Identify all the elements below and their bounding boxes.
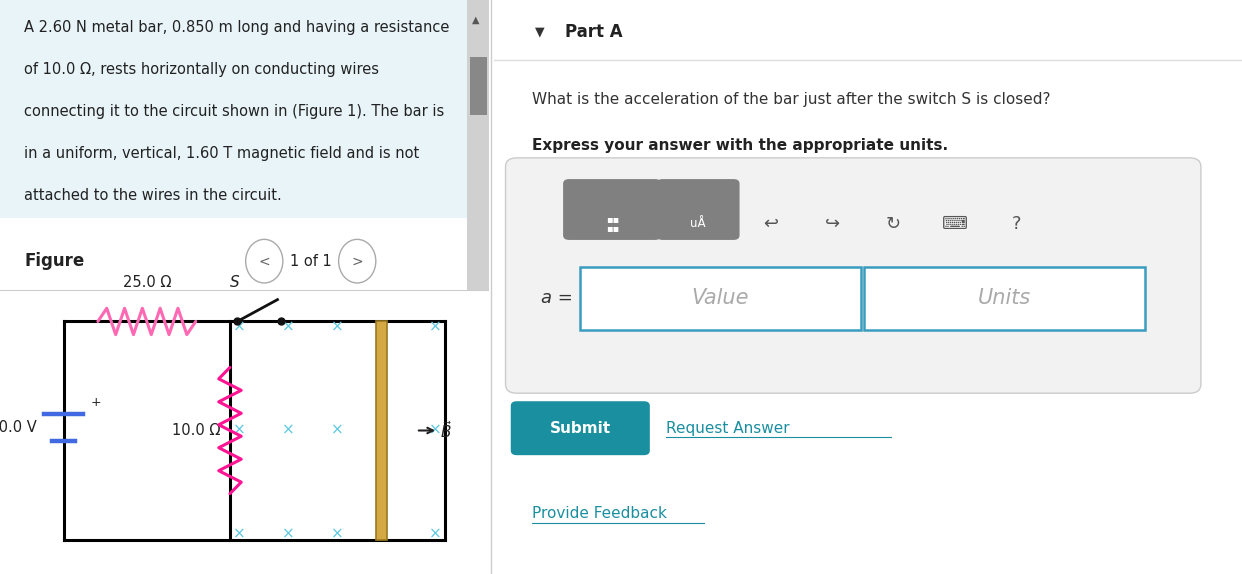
Text: <: < xyxy=(258,254,270,268)
Text: 10.0 Ω: 10.0 Ω xyxy=(171,423,220,438)
Text: Provide Feedback: Provide Feedback xyxy=(532,506,667,521)
Text: ×: × xyxy=(430,526,442,541)
Text: Part A: Part A xyxy=(565,22,623,41)
Circle shape xyxy=(339,239,376,283)
Bar xyxy=(467,0,489,290)
Text: attached to the wires in the circuit.: attached to the wires in the circuit. xyxy=(25,188,282,203)
Text: ↻: ↻ xyxy=(886,215,902,233)
Text: ↪: ↪ xyxy=(825,215,840,233)
FancyBboxPatch shape xyxy=(563,179,661,240)
Text: ▪▪
▪▪: ▪▪ ▪▪ xyxy=(606,214,619,234)
Text: ×: × xyxy=(233,320,246,335)
Text: Units: Units xyxy=(977,289,1031,308)
Text: ×: × xyxy=(332,423,344,438)
Bar xyxy=(469,57,487,115)
Text: ×: × xyxy=(282,320,296,335)
Text: ⌨: ⌨ xyxy=(941,215,968,233)
Text: in a uniform, vertical, 1.60 T magnetic field and is not: in a uniform, vertical, 1.60 T magnetic … xyxy=(25,146,420,161)
Bar xyxy=(376,321,388,540)
Text: ×: × xyxy=(282,423,296,438)
FancyBboxPatch shape xyxy=(510,401,650,455)
Text: Figure: Figure xyxy=(25,252,84,270)
Text: ×: × xyxy=(282,526,296,541)
Text: ▲: ▲ xyxy=(472,14,479,25)
Text: a =: a = xyxy=(540,289,573,308)
Text: Request Answer: Request Answer xyxy=(666,421,790,436)
FancyBboxPatch shape xyxy=(580,267,861,330)
Text: connecting it to the circuit shown in (Figure 1). The bar is: connecting it to the circuit shown in (F… xyxy=(25,104,445,119)
Text: 1 of 1: 1 of 1 xyxy=(289,254,332,269)
Text: ×: × xyxy=(430,423,442,438)
Text: of 10.0 Ω, rests horizontally on conducting wires: of 10.0 Ω, rests horizontally on conduct… xyxy=(25,62,380,77)
Text: ▼: ▼ xyxy=(535,25,545,38)
Text: Value: Value xyxy=(692,289,749,308)
Text: +: + xyxy=(91,395,101,409)
Text: ×: × xyxy=(233,526,246,541)
Circle shape xyxy=(246,239,283,283)
Text: ↩: ↩ xyxy=(764,215,779,233)
Text: S: S xyxy=(230,275,240,290)
FancyBboxPatch shape xyxy=(657,179,739,240)
Text: 25.0 Ω: 25.0 Ω xyxy=(123,275,171,290)
Text: Submit: Submit xyxy=(550,421,611,436)
Text: >: > xyxy=(351,254,363,268)
Text: ×: × xyxy=(430,320,442,335)
Text: ×: × xyxy=(332,320,344,335)
Text: ×: × xyxy=(332,526,344,541)
FancyBboxPatch shape xyxy=(864,267,1145,330)
FancyBboxPatch shape xyxy=(505,158,1201,393)
Text: $\vec{B}$: $\vec{B}$ xyxy=(441,420,453,441)
Text: ?: ? xyxy=(1011,215,1021,233)
Text: ×: × xyxy=(233,423,246,438)
Text: Express your answer with the appropriate units.: Express your answer with the appropriate… xyxy=(532,138,948,153)
Text: What is the acceleration of the bar just after the switch S is closed?: What is the acceleration of the bar just… xyxy=(532,92,1051,107)
Text: 120.0 V: 120.0 V xyxy=(0,420,37,435)
FancyBboxPatch shape xyxy=(0,0,489,218)
Text: A 2.60 N metal bar, 0.850 m long and having a resistance: A 2.60 N metal bar, 0.850 m long and hav… xyxy=(25,20,450,35)
Text: uÅ: uÅ xyxy=(689,218,705,230)
